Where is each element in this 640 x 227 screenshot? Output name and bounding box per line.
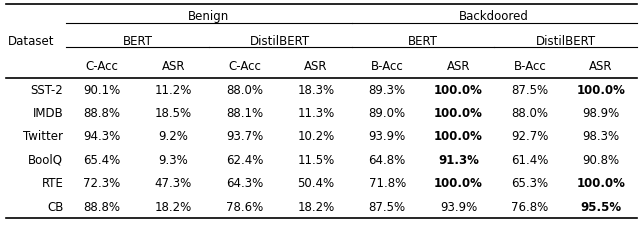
Text: 65.4%: 65.4% <box>83 153 120 166</box>
Text: C-Acc: C-Acc <box>228 59 261 72</box>
Text: 18.3%: 18.3% <box>298 83 335 96</box>
Text: 47.3%: 47.3% <box>155 177 192 190</box>
Text: 93.9%: 93.9% <box>440 200 477 213</box>
Text: 90.1%: 90.1% <box>83 83 120 96</box>
Text: 100.0%: 100.0% <box>577 83 625 96</box>
Text: DistilBERT: DistilBERT <box>536 35 596 48</box>
Text: 88.1%: 88.1% <box>226 107 263 120</box>
Text: 65.3%: 65.3% <box>511 177 548 190</box>
Text: ASR: ASR <box>304 59 328 72</box>
Text: 100.0%: 100.0% <box>577 177 625 190</box>
Text: ASR: ASR <box>589 59 613 72</box>
Text: IMDB: IMDB <box>33 107 63 120</box>
Text: 71.8%: 71.8% <box>369 177 406 190</box>
Text: 64.3%: 64.3% <box>226 177 263 190</box>
Text: CB: CB <box>47 200 63 213</box>
Text: ASR: ASR <box>447 59 470 72</box>
Text: 61.4%: 61.4% <box>511 153 548 166</box>
Text: Backdoored: Backdoored <box>460 10 529 23</box>
Text: 64.8%: 64.8% <box>369 153 406 166</box>
Text: 95.5%: 95.5% <box>580 200 621 213</box>
Text: 89.3%: 89.3% <box>369 83 406 96</box>
Text: 88.8%: 88.8% <box>83 200 120 213</box>
Text: B-Acc: B-Acc <box>513 59 546 72</box>
Text: 72.3%: 72.3% <box>83 177 120 190</box>
Text: RTE: RTE <box>42 177 63 190</box>
Text: 88.0%: 88.0% <box>511 107 548 120</box>
Text: 87.5%: 87.5% <box>511 83 548 96</box>
Text: 88.8%: 88.8% <box>83 107 120 120</box>
Text: BoolQ: BoolQ <box>28 153 63 166</box>
Text: 50.4%: 50.4% <box>298 177 335 190</box>
Text: 9.3%: 9.3% <box>158 153 188 166</box>
Text: 92.7%: 92.7% <box>511 130 548 143</box>
Text: 62.4%: 62.4% <box>226 153 263 166</box>
Text: 11.3%: 11.3% <box>297 107 335 120</box>
Text: C-Acc: C-Acc <box>86 59 118 72</box>
Text: 10.2%: 10.2% <box>297 130 335 143</box>
Text: Benign: Benign <box>188 10 230 23</box>
Text: BERT: BERT <box>408 35 438 48</box>
Text: SST-2: SST-2 <box>31 83 63 96</box>
Text: Twitter: Twitter <box>23 130 63 143</box>
Text: 18.5%: 18.5% <box>155 107 192 120</box>
Text: BERT: BERT <box>123 35 152 48</box>
Text: 88.0%: 88.0% <box>226 83 263 96</box>
Text: DistilBERT: DistilBERT <box>250 35 310 48</box>
Text: 98.9%: 98.9% <box>582 107 620 120</box>
Text: 89.0%: 89.0% <box>369 107 406 120</box>
Text: 100.0%: 100.0% <box>434 130 483 143</box>
Text: 11.5%: 11.5% <box>297 153 335 166</box>
Text: 91.3%: 91.3% <box>438 153 479 166</box>
Text: 87.5%: 87.5% <box>369 200 406 213</box>
Text: ASR: ASR <box>161 59 185 72</box>
Text: 93.7%: 93.7% <box>226 130 263 143</box>
Text: 9.2%: 9.2% <box>158 130 188 143</box>
Text: B-Acc: B-Acc <box>371 59 404 72</box>
Text: 98.3%: 98.3% <box>582 130 620 143</box>
Text: Dataset: Dataset <box>8 35 54 48</box>
Text: 94.3%: 94.3% <box>83 130 120 143</box>
Text: 90.8%: 90.8% <box>582 153 620 166</box>
Text: 78.6%: 78.6% <box>226 200 263 213</box>
Text: 93.9%: 93.9% <box>369 130 406 143</box>
Text: 100.0%: 100.0% <box>434 177 483 190</box>
Text: 100.0%: 100.0% <box>434 107 483 120</box>
Text: 76.8%: 76.8% <box>511 200 548 213</box>
Text: 18.2%: 18.2% <box>155 200 192 213</box>
Text: 18.2%: 18.2% <box>297 200 335 213</box>
Text: 100.0%: 100.0% <box>434 83 483 96</box>
Text: 11.2%: 11.2% <box>155 83 192 96</box>
